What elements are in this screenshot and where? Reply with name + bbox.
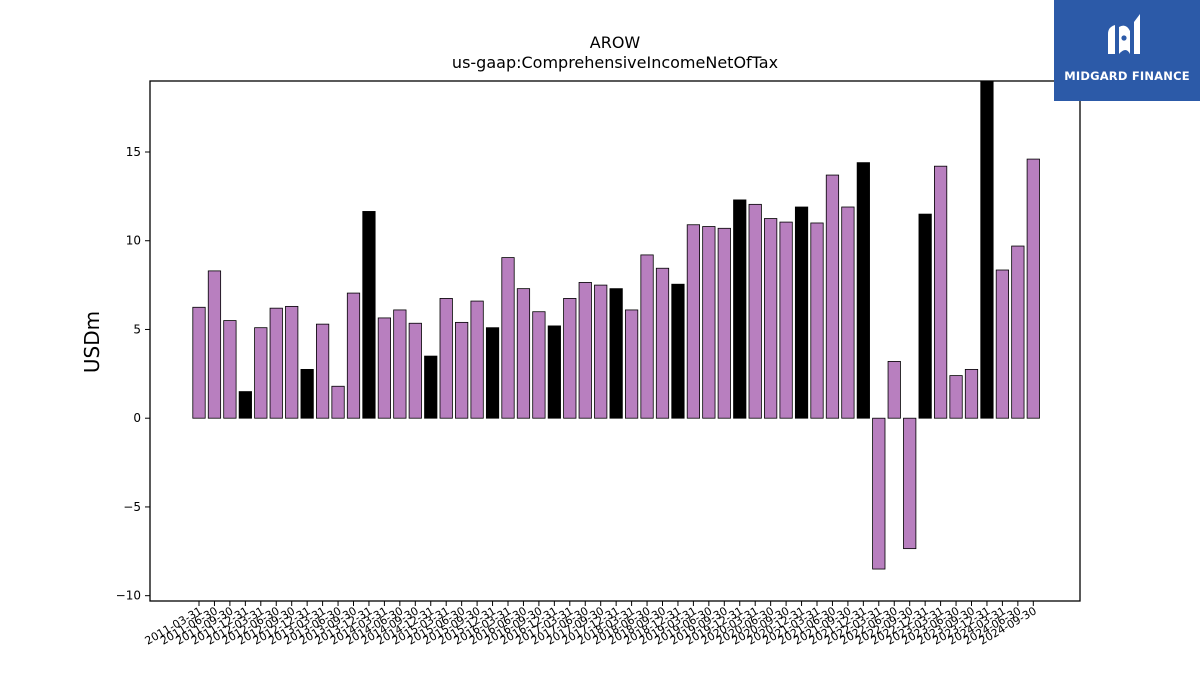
bar-2015-03-31 [439, 298, 453, 419]
bar-2024-06-30 [1011, 245, 1025, 419]
bar-2012-03-31 [254, 327, 268, 419]
brand-logo: MIDGARD FINANCE [1054, 0, 1200, 101]
bar-2014-12-31 [424, 355, 438, 419]
bar-2017-09-30 [594, 284, 608, 419]
bar-2024-09-30 [1026, 158, 1040, 419]
bar-2021-12-31 [856, 162, 870, 419]
bar-2013-06-30 [331, 385, 345, 419]
y-axis-ticks: −10 −5 0 5 10 15 [116, 145, 150, 603]
bar-2018-03-31 [625, 309, 639, 419]
bar-2016-09-30 [532, 311, 546, 419]
bar-2019-03-31 [686, 224, 701, 419]
y-tick-label: −5 [123, 500, 141, 514]
y-tick-label: −10 [116, 589, 141, 603]
bar-2023-06-30 [949, 375, 963, 419]
bar-2022-12-31 [918, 213, 932, 419]
bar-2019-06-30 [702, 226, 716, 419]
bar-2023-09-30 [964, 368, 979, 419]
bar-2021-09-30 [841, 206, 855, 419]
bar-2020-03-31 [748, 203, 762, 419]
bar-2019-09-30 [717, 227, 731, 419]
midgard-logo-icon [1108, 14, 1140, 54]
chart-subtitle: us-gaap:ComprehensiveIncomeNetOfTax [452, 53, 778, 72]
bar-2014-03-31 [377, 317, 392, 419]
bar-2020-12-31 [794, 206, 809, 419]
y-tick-label: 15 [126, 145, 141, 159]
bar-2023-12-31 [980, 80, 994, 419]
bar-2013-03-31 [315, 323, 330, 419]
bar-2016-06-30 [516, 288, 531, 419]
bar-2022-03-31 [872, 417, 886, 570]
chart-title: AROW [590, 33, 641, 52]
bar-2021-03-31 [810, 222, 824, 419]
x-axis-ticks: 2011-03-312011-06-302011-09-302011-12-31… [143, 601, 1039, 648]
bar-2020-09-30 [779, 221, 793, 419]
bar-2018-06-30 [640, 254, 654, 419]
bar-2011-09-30 [223, 320, 237, 419]
bar-2011-03-31 [192, 306, 206, 419]
bar-2011-12-31 [238, 391, 252, 419]
bar-2018-12-31 [671, 283, 685, 419]
bar-2014-09-30 [408, 322, 422, 419]
bar-2019-12-31 [733, 199, 747, 419]
bar-2022-09-30 [903, 417, 917, 550]
bar-2012-12-31 [300, 368, 314, 419]
bar-2015-09-30 [470, 300, 484, 419]
bar-2011-06-30 [207, 270, 222, 419]
bar-2015-12-31 [485, 327, 500, 419]
bar-2023-03-31 [934, 165, 948, 419]
bars-layer [192, 80, 1040, 570]
bar-2012-06-30 [269, 307, 283, 419]
y-tick-label: 10 [126, 234, 141, 248]
y-tick-label: 5 [133, 322, 141, 336]
y-tick-label: 0 [133, 411, 141, 425]
bar-2012-09-30 [285, 305, 299, 419]
bar-2021-06-30 [825, 174, 840, 419]
bar-2017-03-31 [563, 298, 577, 419]
bar-2020-06-30 [764, 218, 778, 419]
bar-2022-06-30 [887, 361, 901, 419]
y-axis-label: USDm [80, 311, 104, 373]
bar-2013-09-30 [346, 292, 361, 419]
bar-2013-12-31 [362, 211, 376, 419]
bar-2024-03-31 [995, 269, 1010, 419]
bar-2016-03-31 [501, 257, 515, 419]
bar-2014-06-30 [393, 309, 407, 419]
bar-2017-06-30 [578, 282, 592, 419]
plot-frame [149, 80, 1081, 602]
bar-2015-06-30 [455, 321, 469, 419]
bar-2016-12-31 [547, 325, 561, 419]
brand-name: MIDGARD FINANCE [1064, 69, 1190, 83]
bar-2017-12-31 [609, 288, 623, 419]
bar-2018-09-30 [655, 267, 670, 419]
